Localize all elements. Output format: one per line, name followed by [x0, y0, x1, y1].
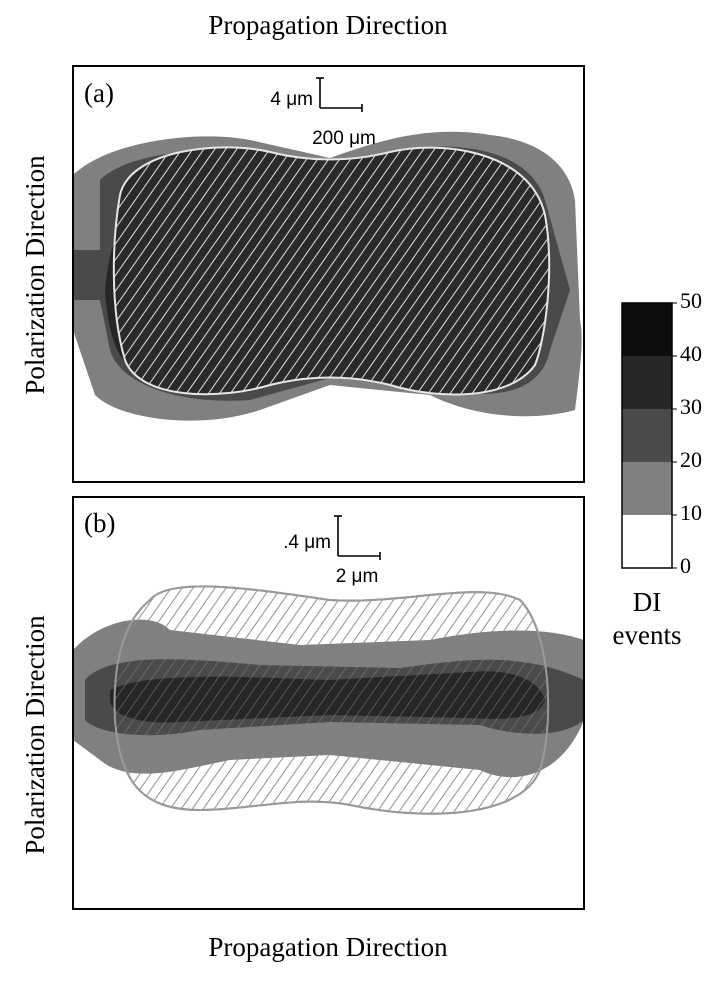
colorbar-band	[622, 303, 672, 356]
colorbar-frame	[621, 302, 673, 569]
scale-vertical: 4 μm	[270, 89, 313, 110]
colorbar-band	[622, 356, 672, 409]
colorbar-tick-label: 0	[680, 553, 691, 578]
colorbar-band	[622, 515, 672, 568]
colorbar-title: DI	[633, 587, 662, 617]
contour	[73, 250, 100, 300]
colorbar-tick-label: 10	[680, 500, 702, 525]
panel-b-frame	[72, 496, 585, 910]
colorbar: 0 10 20 30 40 50	[621, 288, 702, 578]
top-label: Propagation Direction	[208, 10, 448, 40]
y-axis-label: Polarization Direction	[20, 155, 50, 395]
colorbar-tick-label: 40	[680, 341, 702, 366]
colorbar-subtitle: events	[613, 620, 682, 650]
scale-bar	[334, 515, 381, 560]
colorbar-tick-label: 30	[680, 394, 702, 419]
bottom-label: Propagation Direction	[208, 932, 448, 962]
y-axis-label: Polarization Direction	[20, 615, 50, 855]
colorbar-band	[622, 409, 672, 462]
scale-bar	[316, 77, 363, 112]
panel-label: (b)	[84, 508, 115, 538]
scale-horizontal: 200 μm	[312, 128, 376, 149]
colorbar-tick-label: 20	[680, 447, 702, 472]
scale-horizontal: 2 μm	[336, 566, 379, 587]
panel-b-contours	[73, 585, 584, 815]
colorbar-tick-label: 50	[680, 288, 702, 313]
hatched-region-overlay	[113, 585, 550, 815]
panel-label: (a)	[84, 78, 114, 108]
panel-a-contours	[73, 131, 582, 421]
hatched-region	[112, 146, 551, 396]
panel-a-frame	[72, 65, 585, 483]
colorbar-band	[622, 462, 672, 515]
scale-vertical: .4 μm	[283, 532, 331, 553]
